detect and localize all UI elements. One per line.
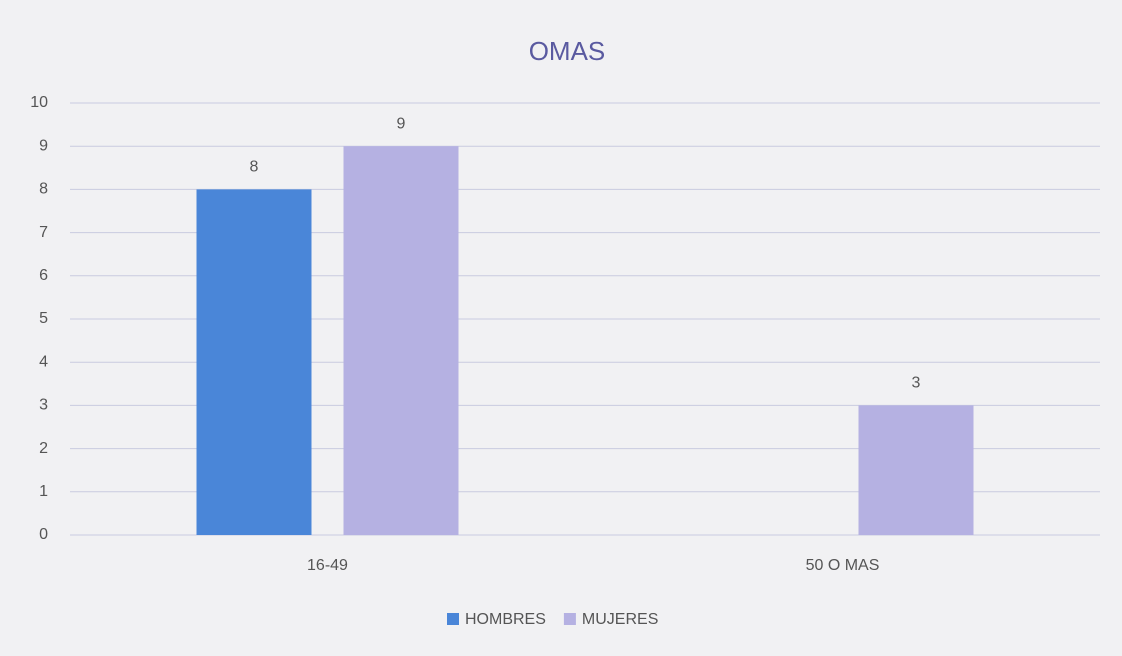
- y-tick-label: 3: [39, 397, 48, 414]
- legend-label: HOMBRES: [465, 611, 546, 628]
- legend-swatch: [447, 613, 459, 625]
- x-tick-label: 16-49: [307, 557, 348, 574]
- data-label: 9: [397, 115, 406, 132]
- y-tick-label: 10: [30, 94, 48, 111]
- y-tick-label: 9: [39, 137, 48, 154]
- data-label: 3: [912, 375, 921, 392]
- y-tick-label: 5: [39, 310, 48, 327]
- x-tick-label: 50 O MAS: [806, 557, 880, 574]
- y-tick-label: 8: [39, 181, 48, 198]
- legend-label: MUJERES: [582, 611, 658, 628]
- chart-title: OMAS: [529, 36, 606, 66]
- bar: [343, 146, 459, 535]
- y-tick-label: 2: [39, 440, 48, 457]
- y-tick-label: 4: [39, 353, 48, 370]
- bar: [858, 405, 974, 535]
- legend-swatch: [563, 613, 576, 625]
- y-tick-label: 7: [39, 224, 48, 241]
- y-tick-label: 0: [39, 526, 48, 543]
- bar: [196, 189, 312, 535]
- y-tick-label: 6: [39, 267, 48, 284]
- y-tick-label: 1: [39, 483, 48, 500]
- data-label: 8: [250, 159, 259, 176]
